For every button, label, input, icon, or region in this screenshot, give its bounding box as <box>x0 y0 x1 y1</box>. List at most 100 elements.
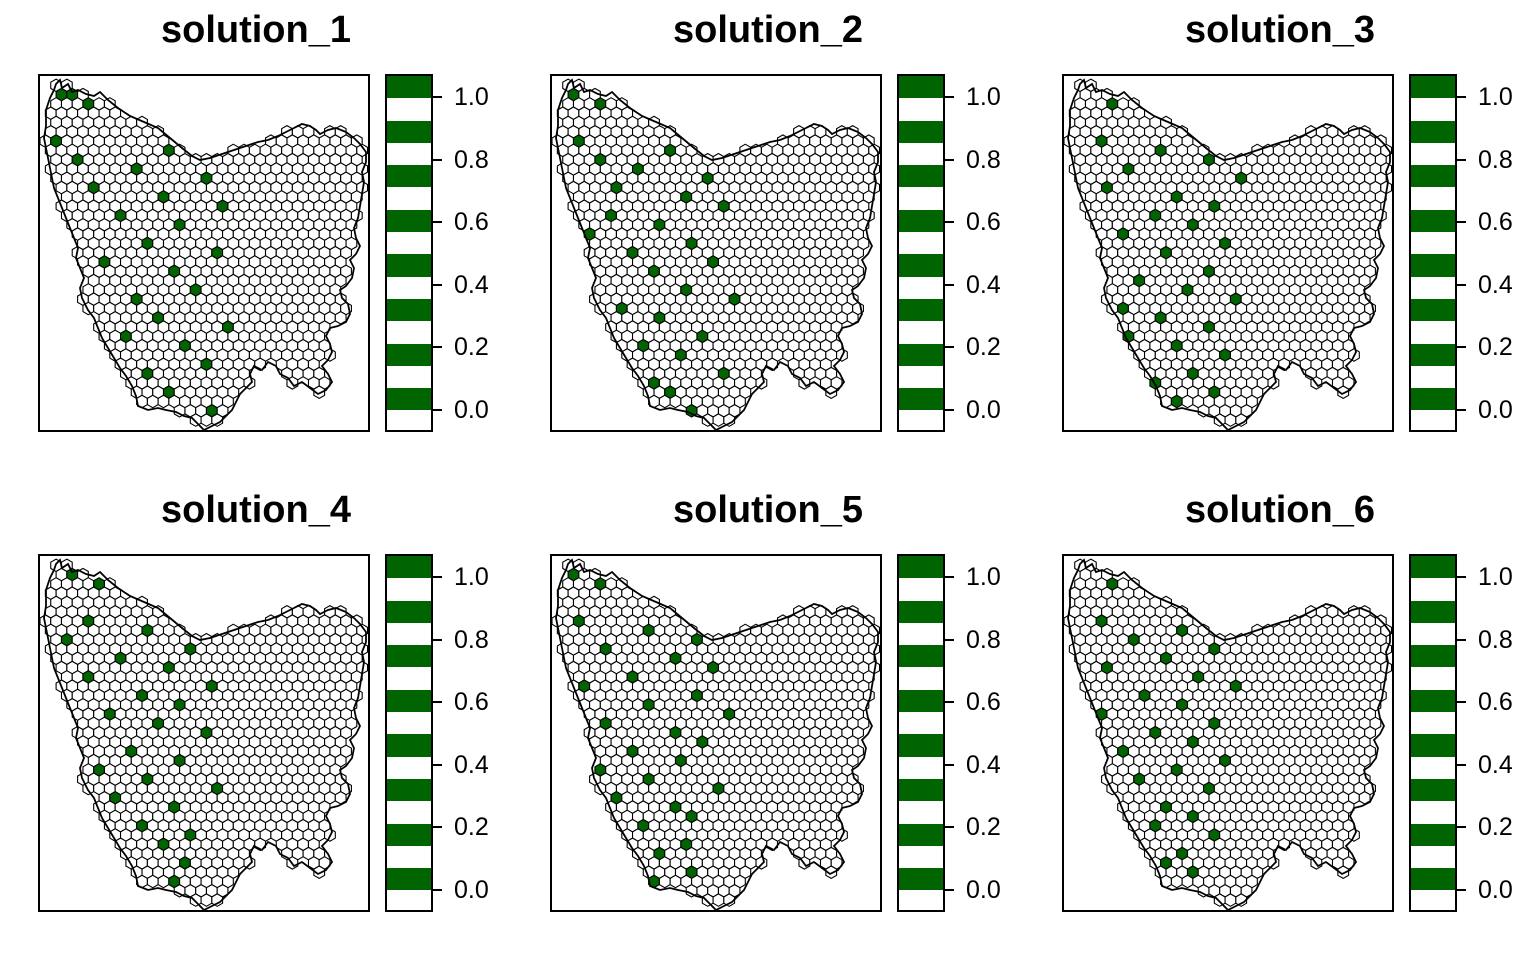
legend-tick <box>945 826 954 829</box>
hex-cell <box>658 874 671 889</box>
hex-cell <box>1170 874 1183 889</box>
legend-colorbar <box>385 554 433 912</box>
panel-title: solution_1 <box>160 9 352 51</box>
legend-tick-label: 0.8 <box>966 145 1001 174</box>
map-panel: solution_1 1.0 0.8 0.6 0.4 0.2 0.0 <box>0 0 512 480</box>
legend-tick <box>433 283 442 286</box>
legend-band <box>1411 823 1455 846</box>
legend-tick-label: 0.2 <box>966 813 1001 842</box>
legend-tick <box>433 638 442 641</box>
legend-band <box>1411 76 1455 99</box>
coastline <box>555 78 879 430</box>
hex-cell <box>1337 865 1350 880</box>
map-frame <box>38 74 370 432</box>
legend-band <box>899 120 943 143</box>
legend-band <box>387 689 431 713</box>
hex-cell <box>1224 413 1237 427</box>
hex-cell <box>1235 893 1248 907</box>
legend-band <box>387 868 431 891</box>
legend-tick <box>433 158 442 161</box>
legend-band <box>387 556 431 579</box>
legend-band <box>1411 600 1455 623</box>
legend-tick <box>945 96 954 98</box>
legend-band <box>387 165 431 188</box>
hex-grid-map <box>552 558 880 910</box>
legend-tick <box>1457 221 1466 224</box>
map-frame <box>550 554 882 912</box>
legend-tick-label: 0.8 <box>966 625 1001 654</box>
hex-cell <box>669 874 682 889</box>
legend-tick-label: 0.6 <box>454 208 489 237</box>
legend-tick <box>433 221 442 224</box>
legend-tick <box>1457 346 1466 349</box>
map-frame <box>550 74 882 432</box>
legend-tick <box>433 889 442 891</box>
legend-tick <box>945 701 954 704</box>
map-panel: solution_6 1.0 0.8 0.6 0.4 0.2 0.0 <box>1024 480 1536 960</box>
legend-tick <box>1457 826 1466 829</box>
legend-tick-label: 0.2 <box>966 333 1001 362</box>
legend-tick <box>433 701 442 704</box>
map-panel: solution_2 1.0 0.8 0.6 0.4 0.2 0.0 <box>512 0 1024 480</box>
coastline <box>1067 78 1391 430</box>
legend-tick-label: 0.0 <box>966 876 1001 904</box>
legend-tick <box>1457 96 1466 98</box>
legend-tick <box>433 96 442 98</box>
hex-cell <box>669 394 682 409</box>
legend-band <box>899 254 943 277</box>
legend-tick <box>1457 409 1466 411</box>
legend-band <box>899 165 943 188</box>
legend-tick-label: 1.0 <box>454 83 489 111</box>
hex-cell <box>146 874 159 889</box>
legend-colorbar <box>897 74 945 432</box>
legend-band <box>1411 734 1455 757</box>
legend-tick-label: 1.0 <box>966 563 1001 591</box>
legend-colorbar <box>1409 74 1457 432</box>
legend-band <box>899 823 943 846</box>
legend-band <box>387 254 431 277</box>
legend-band <box>1411 388 1455 411</box>
legend-band <box>387 823 431 846</box>
hex-cell <box>1235 413 1248 427</box>
legend-tick <box>1457 576 1466 578</box>
legend-band <box>899 76 943 99</box>
legend-band <box>387 299 431 322</box>
legend-tick <box>945 889 954 891</box>
legend-tick-label: 0.8 <box>454 625 489 654</box>
legend-tick <box>433 346 442 349</box>
legend-tick-label: 1.0 <box>1478 83 1513 111</box>
hex-grid-map <box>40 558 368 910</box>
legend-tick <box>945 638 954 641</box>
legend-tick-label: 0.8 <box>1478 145 1513 174</box>
hex-cell <box>825 865 838 880</box>
legend-tick-label: 1.0 <box>1478 563 1513 591</box>
legend-tick-label: 0.2 <box>454 813 489 842</box>
legend-tick <box>433 576 442 578</box>
hex-cell <box>1337 385 1350 400</box>
legend-band <box>1411 120 1455 143</box>
legend-band <box>1411 645 1455 668</box>
coastline <box>43 558 367 910</box>
panel-title: solution_3 <box>1184 9 1376 51</box>
legend-band <box>899 388 943 411</box>
hex-cell-selected <box>1170 394 1183 409</box>
map-panel: solution_5 1.0 0.8 0.6 0.4 0.2 0.0 <box>512 480 1024 960</box>
legend-tick-label: 0.0 <box>454 876 489 904</box>
map-panel: solution_3 1.0 0.8 0.6 0.4 0.2 0.0 <box>1024 0 1536 480</box>
panel-title: solution_6 <box>1184 489 1376 531</box>
legend-band <box>899 556 943 579</box>
legend-band <box>899 343 943 366</box>
legend-band <box>1411 343 1455 366</box>
legend-band <box>387 734 431 757</box>
legend-tick-label: 0.4 <box>454 270 489 299</box>
legend-tick-label: 0.4 <box>454 750 489 779</box>
legend-tick-label: 1.0 <box>454 563 489 591</box>
legend-tick-label: 0.2 <box>1478 813 1513 842</box>
hex-cell <box>723 893 736 907</box>
legend-band <box>1411 254 1455 277</box>
legend-tick-label: 0.0 <box>1478 876 1513 904</box>
legend-band <box>1411 779 1455 802</box>
legend-colorbar <box>897 554 945 912</box>
hex-grid-map <box>1064 558 1392 910</box>
legend-band <box>1411 299 1455 322</box>
